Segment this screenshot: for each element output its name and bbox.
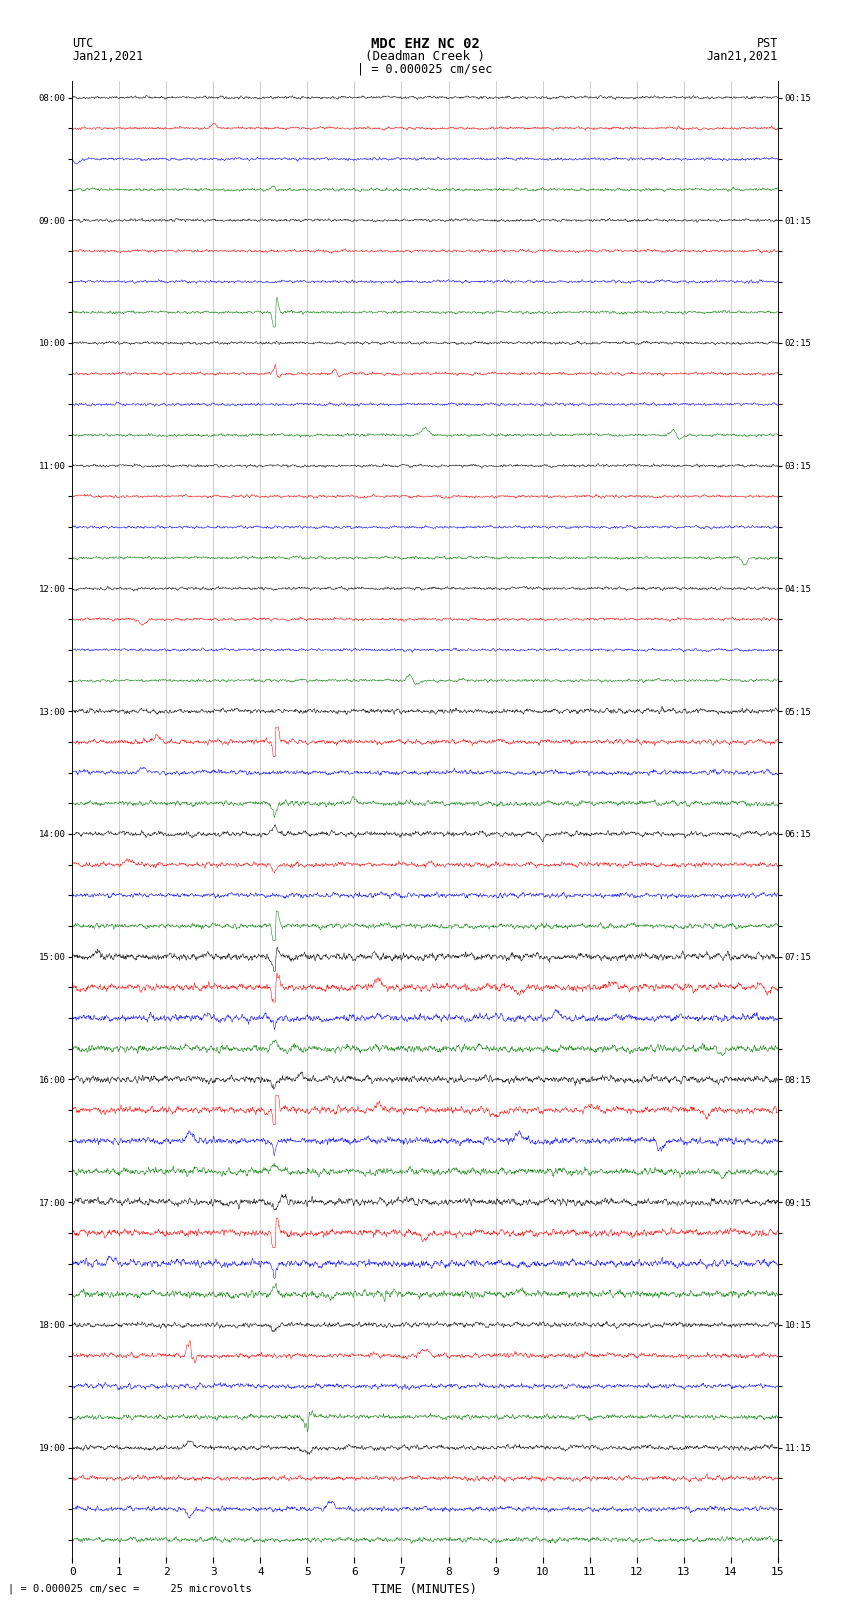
Text: | = 0.000025 cm/sec: | = 0.000025 cm/sec bbox=[357, 63, 493, 76]
X-axis label: TIME (MINUTES): TIME (MINUTES) bbox=[372, 1582, 478, 1595]
Text: Jan21,2021: Jan21,2021 bbox=[72, 50, 144, 63]
Text: (Deadman Creek ): (Deadman Creek ) bbox=[365, 50, 485, 63]
Text: UTC: UTC bbox=[72, 37, 94, 50]
Text: MDC EHZ NC 02: MDC EHZ NC 02 bbox=[371, 37, 479, 52]
Text: | = 0.000025 cm/sec =     25 microvolts: | = 0.000025 cm/sec = 25 microvolts bbox=[8, 1582, 252, 1594]
Text: PST: PST bbox=[756, 37, 778, 50]
Text: Jan21,2021: Jan21,2021 bbox=[706, 50, 778, 63]
